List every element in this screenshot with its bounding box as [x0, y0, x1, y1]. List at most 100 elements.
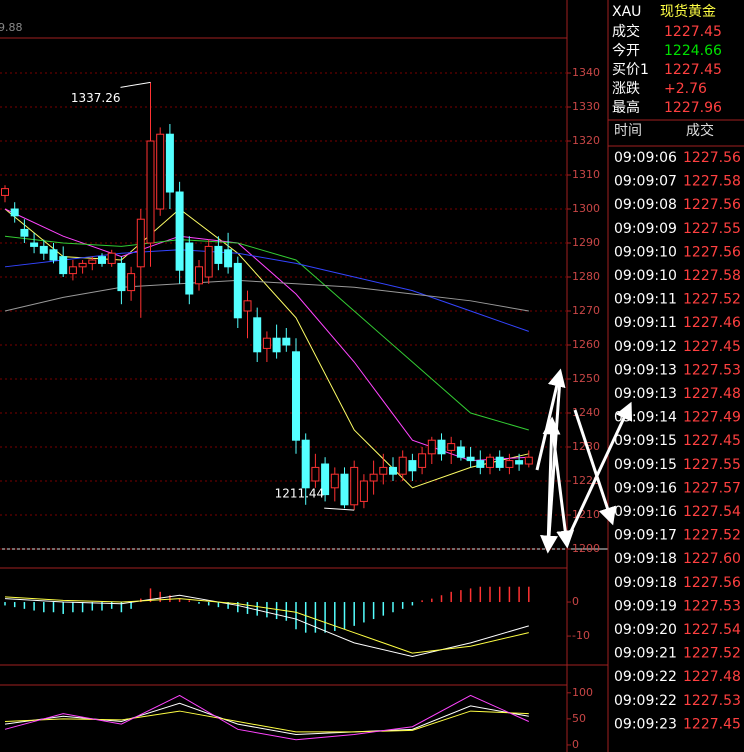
candle-body [88, 259, 97, 264]
y-tick-label: 1200 [572, 542, 600, 555]
candle-body [175, 191, 184, 271]
candle-body [136, 218, 145, 268]
trade-time: 09:09:17 [614, 528, 677, 544]
arrow [550, 424, 575, 549]
y-tick-label: 1260 [572, 338, 600, 351]
trade-time: 09:09:10 [614, 268, 677, 284]
trade-time: 09:09:15 [614, 457, 677, 473]
candle-body [165, 133, 174, 193]
quote-value: 1227.45 [664, 24, 722, 40]
plot: 1200121012201230124012501260127012801290… [0, 66, 600, 751]
candle-body [233, 262, 242, 319]
candle-body [127, 273, 136, 292]
trade-time: 09:09:19 [614, 598, 677, 614]
trade-price: 1227.53 [683, 693, 741, 709]
quote-value: +2.76 [664, 81, 707, 97]
y-tick-label: 1290 [572, 236, 600, 249]
trade-time: 09:09:21 [614, 646, 677, 662]
y-tick-label: 1240 [572, 406, 600, 419]
candle-body [224, 249, 233, 268]
candle-body [437, 439, 446, 455]
candle-body [466, 456, 475, 462]
candle-body [204, 245, 213, 278]
quote-value: 1227.96 [664, 100, 722, 116]
candle-body [456, 446, 465, 458]
trade-price: 1227.54 [683, 622, 741, 638]
trade-time: 09:09:20 [614, 622, 677, 638]
y-tick-label: 1310 [572, 168, 600, 181]
candle-body [49, 249, 58, 261]
quote-value: 1227.45 [664, 62, 722, 78]
quote-value: 1224.66 [664, 43, 722, 59]
candle-body [321, 463, 330, 496]
candle-body [486, 456, 494, 468]
candle-body [359, 480, 368, 502]
candle-body [369, 473, 378, 482]
trade-time: 09:09:12 [614, 339, 677, 355]
candle-body [253, 317, 262, 353]
trade-time: 09:09:13 [614, 362, 677, 378]
symbol: XAU [612, 4, 641, 20]
arrow [565, 401, 633, 541]
candle-body [59, 256, 68, 275]
trade-time: 09:09:09 [614, 221, 677, 237]
candle-body [107, 252, 116, 264]
trade-time: 09:09:16 [614, 480, 677, 496]
candle-body [98, 256, 106, 264]
candle-body [68, 266, 77, 275]
trade-price: 1227.48 [683, 386, 741, 402]
candle-body [1, 188, 9, 196]
candle-body [292, 351, 300, 441]
y-tick-label: -10 [572, 629, 590, 642]
indicator-line [4, 235, 529, 431]
y-tick-label: 0 [572, 738, 579, 751]
trade-price: 1227.57 [683, 480, 741, 496]
candle-body [272, 337, 281, 353]
candle-body [330, 473, 339, 489]
trade-time: 09:09:18 [614, 551, 677, 567]
y-tick-label: 100 [572, 686, 593, 699]
candle-body [476, 460, 485, 468]
quote-label: 成交 [612, 23, 640, 40]
trade-price: 1227.56 [683, 150, 741, 166]
trade-time: 09:09:18 [614, 575, 677, 591]
trade-price: 1227.56 [683, 575, 741, 591]
candle-body [78, 262, 87, 268]
candle-body [408, 460, 417, 472]
leader-line [120, 81, 151, 88]
trade-time: 09:09:06 [614, 150, 677, 166]
trade-time: 09:09:11 [614, 292, 677, 308]
trade-price: 1227.45 [683, 716, 741, 732]
candle-body [243, 300, 252, 312]
trade-time: 09:09:23 [614, 716, 677, 732]
trade-time: 09:09:10 [614, 244, 677, 260]
candle-body [524, 456, 533, 465]
trade-price: 1227.48 [683, 669, 741, 685]
quote-label: 最高 [612, 99, 640, 116]
corner-label: 9.88 [0, 21, 23, 34]
trade-price: 1227.58 [683, 174, 741, 190]
trade-time: 09:09:22 [614, 669, 677, 685]
trade-price: 1227.56 [683, 197, 741, 213]
trade-time: 09:09:22 [614, 693, 677, 709]
candle-body [301, 439, 310, 489]
y-tick-label: 0 [572, 595, 579, 608]
y-tick-label: 1270 [572, 304, 600, 317]
trade-time: 09:09:16 [614, 504, 677, 520]
trade-price: 1227.45 [683, 339, 741, 355]
trade-time: 09:09:13 [614, 386, 677, 402]
candle-body [146, 140, 155, 244]
trade-price: 1227.49 [683, 410, 741, 426]
quote-label: 今开 [612, 43, 640, 59]
candle-body [379, 466, 388, 475]
candle-body [447, 443, 456, 451]
trade-price: 1227.54 [683, 504, 741, 520]
annotation-arrows [535, 368, 633, 554]
y-tick-label: 1320 [572, 134, 600, 147]
candle-body [156, 133, 165, 210]
y-tick-label: 50 [572, 712, 586, 725]
trade-price: 1227.58 [683, 268, 741, 284]
instrument-name: 现货黄金 [660, 3, 716, 20]
